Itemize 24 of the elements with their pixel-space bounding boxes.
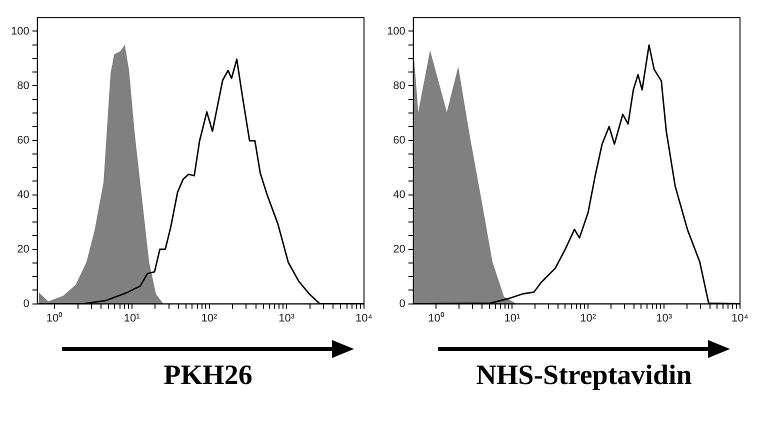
x-tick-label: 10⁴: [732, 312, 749, 324]
y-tick-label: 0: [23, 298, 30, 310]
x-tick-label: 10²: [580, 312, 596, 324]
y-tick-label: 60: [17, 134, 30, 146]
x-tick-label: 10²: [201, 312, 218, 324]
x-tick-label: 10¹: [124, 312, 140, 324]
y-tick-label: 40: [393, 188, 406, 201]
x-tick-label: 10³: [656, 312, 672, 324]
y-tick-label: 100: [386, 25, 406, 38]
x-tick-label: 10⁰: [46, 311, 63, 324]
x-axis-title: PKH26: [164, 360, 252, 392]
y-tick-label: 100: [10, 25, 30, 38]
x-axis-title: NHS-Streptavidin: [476, 360, 692, 392]
x-tick-label: 10⁰: [428, 311, 444, 324]
y-tick-label: 80: [393, 80, 406, 92]
y-tick-label: 60: [393, 134, 406, 146]
x-tick-label: 10³: [278, 312, 295, 324]
y-tick-label: 80: [17, 80, 30, 92]
y-tick-label: 20: [393, 243, 406, 256]
x-tick-label: 10¹: [504, 312, 520, 324]
y-tick-label: 20: [17, 243, 30, 256]
y-tick-label: 0: [399, 298, 406, 310]
x-tick-label: 10⁴: [356, 312, 373, 324]
y-tick-label: 40: [17, 188, 30, 201]
